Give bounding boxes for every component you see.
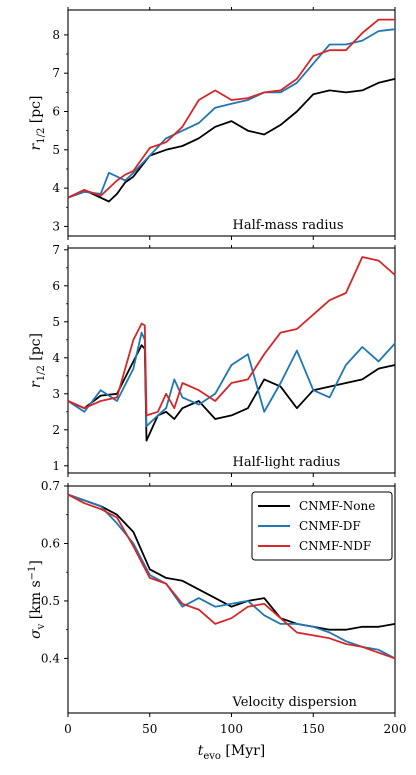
y-tick-label: 4	[52, 181, 60, 195]
series-line-cnmf-df	[67, 331, 396, 428]
legend-entry: CNMF-None	[299, 499, 375, 513]
y-tick-label: 4	[52, 351, 60, 365]
y-tick-label: 3	[52, 219, 60, 233]
y-tick-label: 1	[52, 459, 60, 473]
series-line-cnmf-none	[67, 493, 396, 631]
y-tick-label: 3	[52, 387, 60, 401]
legend-box	[251, 491, 393, 561]
x-tick-label: 150	[302, 722, 325, 736]
y-tick-label: 0.6	[41, 536, 60, 550]
series-line-cnmf-none	[67, 78, 396, 203]
series-line-cnmf-df	[67, 493, 396, 660]
series-line-cnmf-none	[67, 344, 396, 442]
legend-entry: CNMF-NDF	[299, 539, 371, 553]
x-tick-label: 50	[142, 722, 157, 736]
y-tick-label: 6	[52, 105, 60, 119]
y-axis-label: r1/2 [pc]	[28, 96, 47, 151]
series-line-cnmf-df	[67, 28, 396, 199]
panel-annotation: Half-light radius	[233, 455, 341, 470]
y-tick-label: 5	[52, 143, 60, 157]
panel-2: 1 2 3 4 5 6 7 r1/2 [pc] Half-light radius	[28, 243, 396, 477]
y-tick-label: 0.4	[41, 651, 60, 665]
y-tick-label: 6	[52, 279, 60, 293]
panel-annotation: Half-mass radius	[233, 218, 344, 233]
panel-annotation: Velocity dispersion	[232, 695, 358, 710]
x-tick-label: 200	[384, 722, 407, 736]
y-tick-label: 7	[52, 243, 60, 257]
y-tick-label: 2	[52, 423, 60, 437]
legend-entry: CNMF-DF	[299, 519, 361, 533]
panel-3: 0.4 0.5 0.6 0.7 0 50 100 150 200 σv [km s−1] Veloc…	[27, 479, 406, 762]
x-tick-label: 100	[220, 722, 243, 736]
series-line-cnmf-ndf	[67, 493, 396, 660]
x-axis-label: tevo [Myr]	[198, 743, 266, 762]
x-tick-label: 0	[64, 722, 72, 736]
series-line-cnmf-ndf	[67, 18, 395, 199]
y-tick-label: 5	[52, 315, 60, 329]
y-tick-label: 7	[52, 66, 60, 80]
y-tick-label: 0.5	[41, 594, 60, 608]
y-tick-label: 0.7	[41, 479, 60, 493]
panel-1: 3 4 5 6 7 8 r1/2 [pc] Half-mass radius	[28, 7, 396, 240]
y-axis-label: σv [km s−1]	[27, 560, 47, 639]
legend: CNMF-None CNMF-DF CNMF-NDF	[251, 491, 393, 561]
axes-frame	[67, 247, 396, 474]
series-line-cnmf-ndf	[67, 256, 396, 417]
y-tick-label: 8	[52, 28, 60, 42]
y-axis-label: r1/2 [pc]	[28, 333, 47, 388]
